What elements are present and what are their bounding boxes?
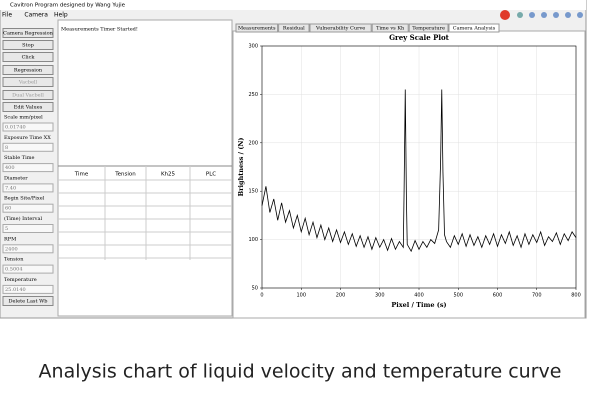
tab[interactable] [309, 23, 372, 33]
caption: Analysis chart of liquid velocity and te… [39, 361, 562, 383]
field-value[interactable]: 5 [5, 226, 8, 232]
button[interactable] [2, 296, 54, 306]
chart-panel [232, 30, 586, 319]
field-value[interactable]: 2400 [5, 246, 18, 252]
field-label: Begin Site/Pixel [4, 196, 45, 202]
button[interactable] [2, 90, 54, 100]
x-tick-label: 200 [336, 293, 346, 299]
button-label[interactable]: Dual Vacbell [12, 93, 44, 99]
tab[interactable] [235, 23, 279, 33]
button[interactable] [2, 28, 54, 38]
menu-item[interactable]: Camera [24, 12, 48, 19]
input[interactable] [2, 183, 54, 193]
y-tick-label: 100 [248, 237, 258, 243]
chart-title: Grey Scale Plot [389, 33, 450, 42]
button[interactable] [2, 65, 54, 75]
field-label: Scale mm/pixel [4, 115, 43, 121]
tab[interactable] [278, 23, 310, 33]
tab-label[interactable]: Measurements [238, 26, 276, 32]
input[interactable] [2, 224, 54, 233]
input[interactable] [2, 163, 54, 173]
table-header: Time [74, 172, 89, 178]
y-tick-label: 50 [252, 286, 258, 292]
button-label[interactable]: Camera Regression [3, 31, 53, 37]
tab-label[interactable]: Residual [283, 26, 305, 32]
field-label: Temperature [4, 277, 37, 283]
field-label: (Time) Interval [4, 215, 42, 222]
log-text: Measurements Timer Started! [61, 27, 138, 33]
y-axis-label: Brightness / (N) [237, 138, 245, 197]
table-header: Tension [114, 172, 136, 178]
middle-panel [57, 19, 233, 317]
field-label: Stable Time [4, 155, 34, 161]
field-label: Tension [4, 257, 24, 263]
tab-label[interactable]: Camera Analysis [453, 26, 496, 32]
input[interactable] [2, 203, 54, 213]
field-value[interactable]: 25.0140 [5, 287, 26, 293]
x-tick-label: 0 [260, 293, 263, 299]
x-tick-label: 300 [375, 293, 385, 299]
x-tick-label: 500 [453, 293, 463, 299]
x-tick-label: 800 [571, 293, 581, 299]
y-tick-label: 200 [248, 140, 258, 146]
menu-item[interactable]: File [2, 12, 12, 19]
button[interactable] [2, 102, 54, 112]
table-header: Kh25 [161, 172, 176, 178]
input[interactable] [2, 142, 54, 152]
field-value[interactable]: 60 [5, 206, 11, 212]
x-tick-label: 100 [296, 293, 306, 299]
button-label[interactable]: Edit Values [14, 105, 43, 111]
tab[interactable] [371, 23, 409, 33]
x-tick-label: 400 [414, 293, 424, 299]
menu-item[interactable]: Help [54, 12, 68, 19]
field-label: Diameter [4, 175, 28, 181]
table-header: PLC [206, 172, 216, 178]
data-line [261, 89, 577, 253]
y-tick-label: 250 [248, 92, 258, 98]
button-label[interactable]: Delete Last Wb [9, 299, 48, 305]
tab-label[interactable]: Time vs Kh [376, 26, 405, 32]
tab[interactable] [408, 23, 449, 33]
button-label[interactable]: Vacbell [18, 80, 38, 86]
button-label[interactable]: Click [22, 55, 36, 61]
tab[interactable] [448, 23, 500, 33]
input[interactable] [2, 264, 54, 274]
button-label[interactable]: Stop [22, 43, 34, 49]
button[interactable] [2, 52, 54, 62]
field-value[interactable]: 400 [5, 165, 15, 171]
button[interactable] [2, 40, 54, 50]
field-value[interactable]: 8 [5, 145, 8, 151]
button[interactable] [2, 77, 54, 87]
x-tick-label: 700 [532, 293, 542, 299]
plot-frame [261, 45, 577, 289]
button-label[interactable]: Regression [14, 68, 43, 74]
input[interactable] [2, 244, 54, 254]
field-label: RPM [4, 236, 16, 242]
toolbar-icons [500, 10, 583, 20]
tab-label[interactable]: Temperature [412, 26, 445, 32]
x-tick-label: 600 [493, 293, 503, 299]
y-tick-label: 300 [248, 44, 258, 50]
field-value[interactable]: 0.01740 [5, 125, 26, 131]
input[interactable] [2, 284, 54, 294]
window-title: Cavitron Program designed by Wang Yujie [10, 3, 126, 9]
x-axis-label: Pixel / Time (s) [391, 301, 446, 309]
field-value[interactable]: 0.5004 [5, 267, 23, 273]
title-bar [0, 0, 586, 10]
input[interactable] [2, 122, 54, 132]
y-tick-label: 150 [248, 189, 258, 195]
field-value[interactable]: 7.40 [5, 185, 16, 191]
tab-label[interactable]: Vulnerability Curve [315, 26, 365, 32]
field-label: Exposure Time XX [4, 135, 51, 141]
